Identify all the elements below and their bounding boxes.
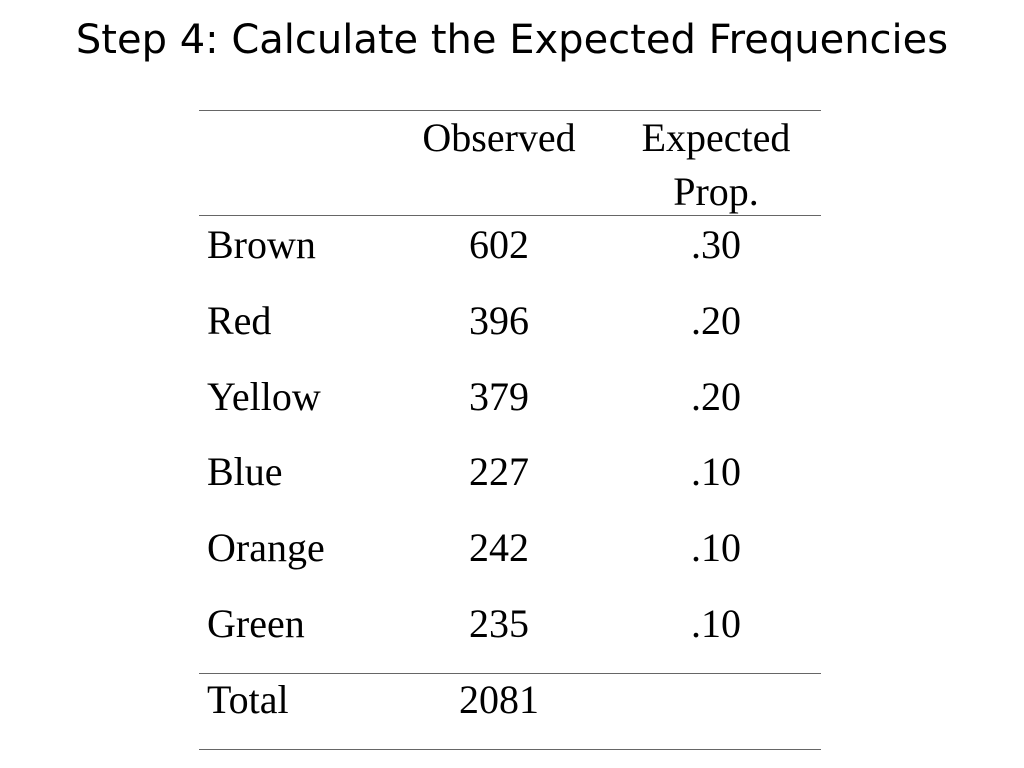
row-label: Green xyxy=(207,601,305,646)
table-cell: 602 xyxy=(469,222,529,267)
header-rule xyxy=(199,215,821,216)
row-label: Yellow xyxy=(207,373,321,419)
row-label: Blue xyxy=(207,449,283,495)
total-cell: 2081 xyxy=(459,676,539,722)
row-label: Brown xyxy=(207,222,316,267)
table-cell: .20 xyxy=(691,373,741,419)
table-cell: .10 xyxy=(691,601,741,646)
table-top-rule xyxy=(199,110,821,111)
table-cell: 235 xyxy=(469,601,529,646)
table-cell: 379 xyxy=(469,373,529,419)
table-cell: .10 xyxy=(691,449,741,495)
table-bottom-rule xyxy=(199,749,821,750)
table-cell: .10 xyxy=(691,525,741,571)
table-cell: 242 xyxy=(469,525,529,571)
table-cell: 227 xyxy=(469,449,529,495)
table-cell: .30 xyxy=(691,222,741,267)
table-cell: 396 xyxy=(469,297,529,343)
row-label: Orange xyxy=(207,525,325,571)
column-header: Observed xyxy=(422,115,576,160)
slide-title: Step 4: Calculate the Expected Frequenci… xyxy=(75,17,949,63)
table-cell: .20 xyxy=(691,297,741,343)
row-label: Red xyxy=(207,297,272,343)
total-rule xyxy=(199,673,821,674)
column-header: Expected Prop. xyxy=(641,115,791,214)
total-label: Total xyxy=(207,676,289,722)
